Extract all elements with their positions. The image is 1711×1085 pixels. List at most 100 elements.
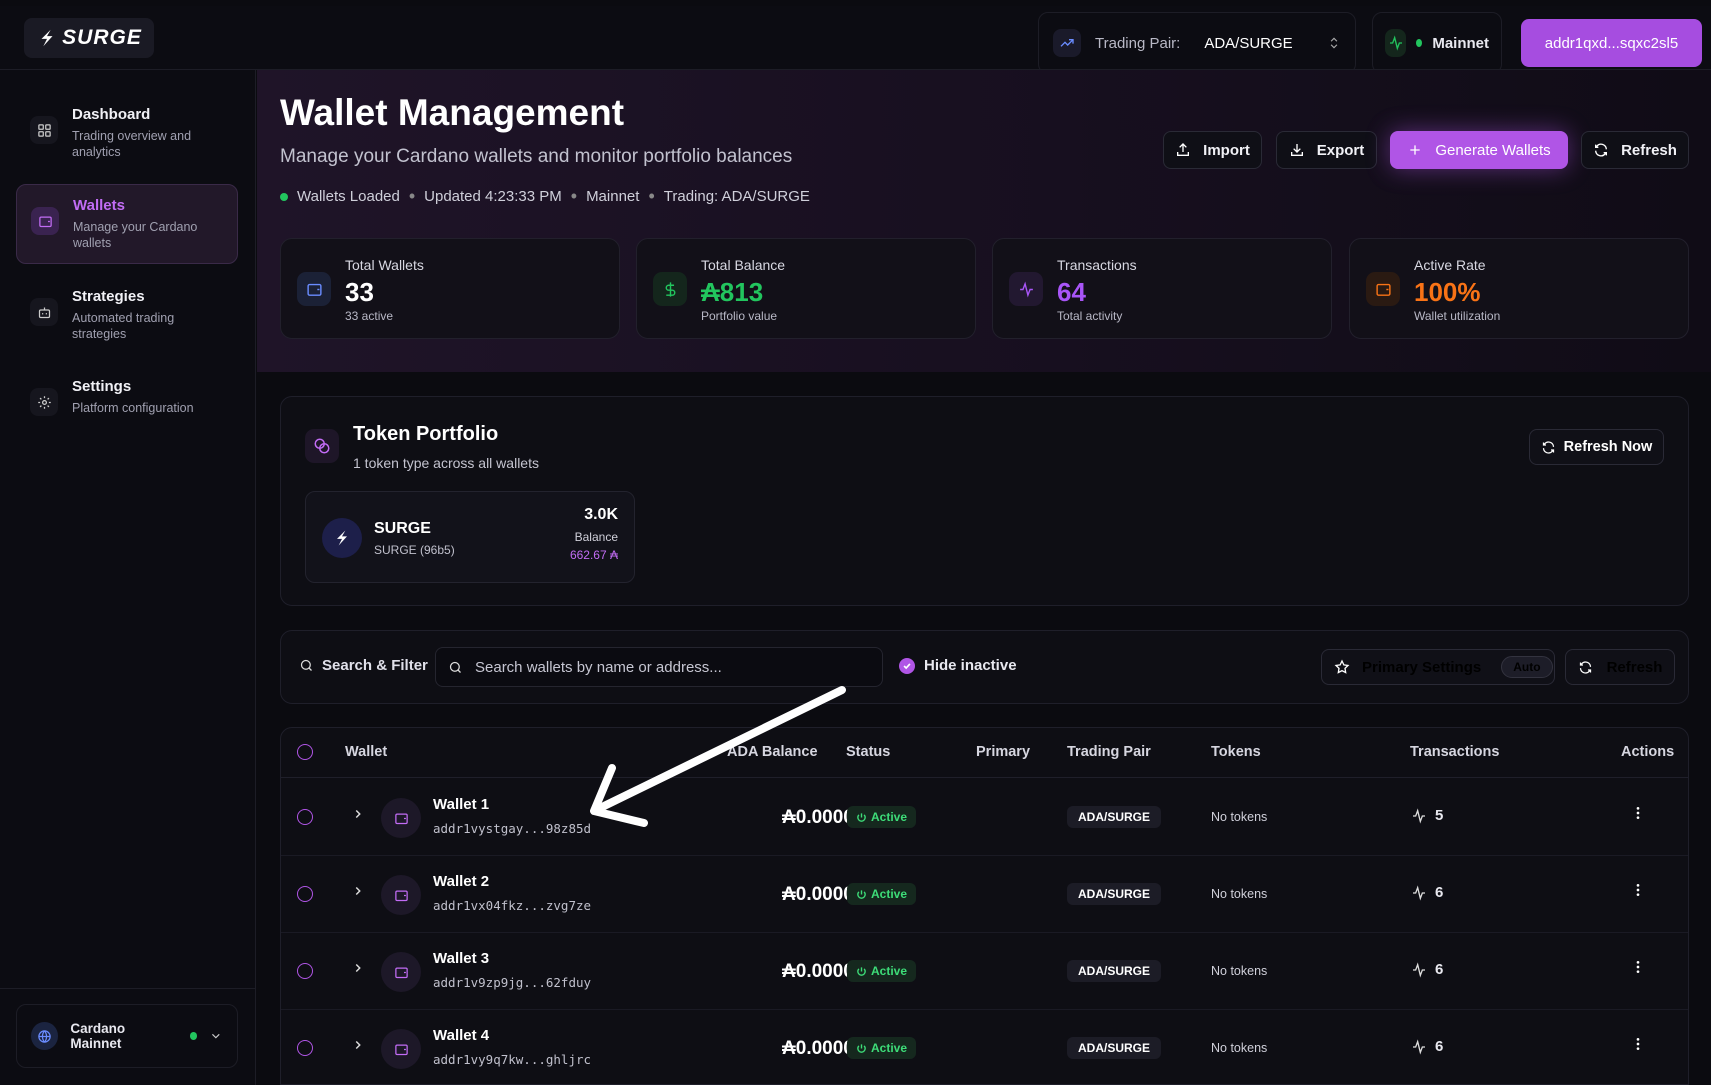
separator: • [408, 186, 416, 206]
import-button[interactable]: Import [1163, 131, 1262, 169]
wallet-address: addr1v9zp9jg...62fduy [433, 975, 592, 990]
trending-up-icon [1053, 29, 1081, 57]
sidebar-item-strategies[interactable]: Strategies Automated trading strategies [16, 276, 238, 354]
primary-settings-label: Primary Settings [1362, 658, 1482, 676]
select-all-checkbox[interactable] [297, 744, 313, 760]
search-input[interactable] [475, 658, 875, 676]
hide-inactive-toggle[interactable]: Hide inactive [899, 657, 1017, 674]
table-row[interactable]: Wallet 1 addr1vystgay...98z85d ₳0.000000… [281, 779, 1688, 856]
refresh-button[interactable]: Refresh [1581, 131, 1689, 169]
power-icon [857, 812, 866, 822]
col-wallet[interactable]: Wallet [345, 744, 388, 760]
wallet-address: addr1vystgay...98z85d [433, 821, 592, 836]
stat-label: Total Balance [701, 257, 786, 273]
tokens-text: No tokens [1211, 810, 1268, 824]
brand-name: SURGE [62, 26, 142, 49]
search-box[interactable] [435, 647, 883, 687]
filter-refresh-button[interactable]: Refresh [1565, 649, 1675, 685]
col-ada-balance[interactable]: ADA Balance [727, 744, 818, 760]
table-row[interactable]: Wallet 4 addr1vy9q7kw...ghljrc ₳0.000000… [281, 1010, 1688, 1084]
sidebar-item-wallets[interactable]: Wallets Manage your Cardano wallets [16, 184, 238, 264]
stat-label: Transactions [1057, 257, 1137, 273]
wallet-name[interactable]: Wallet 1 [433, 796, 490, 813]
upload-icon [1177, 143, 1190, 156]
refresh-icon [1595, 143, 1608, 157]
col-primary[interactable]: Primary [976, 744, 1031, 760]
stat-label: Total Wallets [345, 257, 424, 273]
refresh-icon [1579, 660, 1591, 674]
wallet-name[interactable]: Wallet 2 [433, 873, 490, 890]
sidebar-item-settings[interactable]: Settings Platform configuration [16, 366, 238, 428]
network-indicator[interactable]: Mainnet [1372, 12, 1502, 74]
stat-sub: Wallet utilization [1414, 309, 1501, 323]
refresh-now-label: Refresh Now [1563, 439, 1653, 455]
wallet-icon [1366, 272, 1400, 306]
col-status[interactable]: Status [846, 744, 891, 760]
row-checkbox[interactable] [297, 963, 313, 979]
check-icon [899, 657, 915, 674]
col-actions: Actions [1621, 744, 1675, 760]
status-badge: Active [847, 1037, 917, 1059]
refresh-icon [1542, 440, 1554, 454]
sidebar-item-dashboard[interactable]: Dashboard Trading overview and analytics [16, 94, 238, 172]
table-row[interactable]: Wallet 2 addr1vx04fkz...zvg7ze ₳0.000000… [281, 856, 1688, 933]
trading-pair-selector[interactable]: Trading Pair: ADA/SURGE [1038, 12, 1356, 74]
activity-icon [1413, 884, 1425, 901]
refresh-now-button[interactable]: Refresh Now [1529, 429, 1664, 465]
chevron-updown-icon [1330, 37, 1338, 49]
token-balance-label: Balance [574, 530, 618, 544]
network-selector[interactable]: Cardano Mainnet [16, 1004, 238, 1068]
plus-icon [1410, 145, 1420, 155]
row-checkbox[interactable] [297, 809, 313, 825]
transactions-value: 6 [1435, 1038, 1444, 1055]
chevron-right-icon[interactable] [351, 807, 365, 821]
stat-card-total-balance: Total Balance ₳813 Portfolio value [636, 238, 976, 339]
token-card-surge[interactable]: SURGE SURGE (96b5) 3.0K Balance 662.67 ₳ [305, 491, 635, 583]
token-name: SURGE [374, 520, 431, 537]
wallet-address-button[interactable]: addr1qxd...sqxc2sl5 [1521, 19, 1702, 67]
col-tokens[interactable]: Tokens [1211, 744, 1261, 760]
col-trading-pair[interactable]: Trading Pair [1067, 744, 1151, 760]
col-transactions[interactable]: Transactions [1410, 744, 1500, 760]
stat-sub: 33 active [345, 309, 394, 323]
portfolio-title: Token Portfolio [353, 423, 499, 445]
transactions-value: 6 [1435, 961, 1444, 978]
activity-icon [1009, 272, 1043, 306]
wallet-name[interactable]: Wallet 4 [433, 1027, 490, 1044]
more-vertical-icon[interactable] [1630, 805, 1646, 821]
token-id: SURGE (96b5) [374, 543, 455, 557]
power-icon [857, 1043, 866, 1053]
table-row[interactable]: Wallet 3 addr1v9zp9jg...62fduy ₳0.000000… [281, 933, 1688, 1010]
export-label: Export [1316, 141, 1365, 159]
brand-logo[interactable]: SURGE [24, 18, 154, 58]
wallet-name[interactable]: Wallet 3 [433, 950, 490, 967]
tokens-text: No tokens [1211, 1041, 1268, 1055]
more-vertical-icon[interactable] [1630, 1036, 1646, 1052]
trading-pair-label: Trading Pair: [1095, 34, 1181, 52]
transactions-count: 6 [1411, 961, 1443, 978]
status-text: Active [871, 1041, 908, 1055]
page-title: Wallet Management [280, 92, 625, 133]
row-checkbox[interactable] [297, 1040, 313, 1056]
bot-icon [30, 298, 58, 326]
network-label: Mainnet [1432, 34, 1489, 52]
chevron-right-icon[interactable] [351, 961, 365, 975]
row-checkbox[interactable] [297, 886, 313, 902]
export-button[interactable]: Export [1276, 131, 1377, 169]
stat-card-transactions: Transactions 64 Total activity [992, 238, 1332, 339]
more-vertical-icon[interactable] [1630, 882, 1646, 898]
wallet-icon [381, 952, 421, 992]
stat-value: 100% [1414, 277, 1481, 307]
chevron-right-icon[interactable] [351, 884, 365, 898]
chevron-right-icon[interactable] [351, 1038, 365, 1052]
primary-settings-button[interactable]: Primary Settings Auto [1321, 649, 1555, 685]
activity-icon [1413, 961, 1425, 978]
generate-wallets-label: Generate Wallets [1435, 141, 1551, 159]
generate-wallets-button[interactable]: Generate Wallets [1390, 131, 1568, 169]
search-filter-bar: Search & Filter Hide inactive Primary Se… [280, 630, 1689, 704]
wallet-icon [381, 875, 421, 915]
more-vertical-icon[interactable] [1630, 959, 1646, 975]
trading-pair-text: Trading: ADA/SURGE [663, 188, 810, 205]
status-text: Active [871, 887, 908, 901]
wallets-table: Wallet ADA Balance Status Primary Tradin… [280, 727, 1689, 1085]
